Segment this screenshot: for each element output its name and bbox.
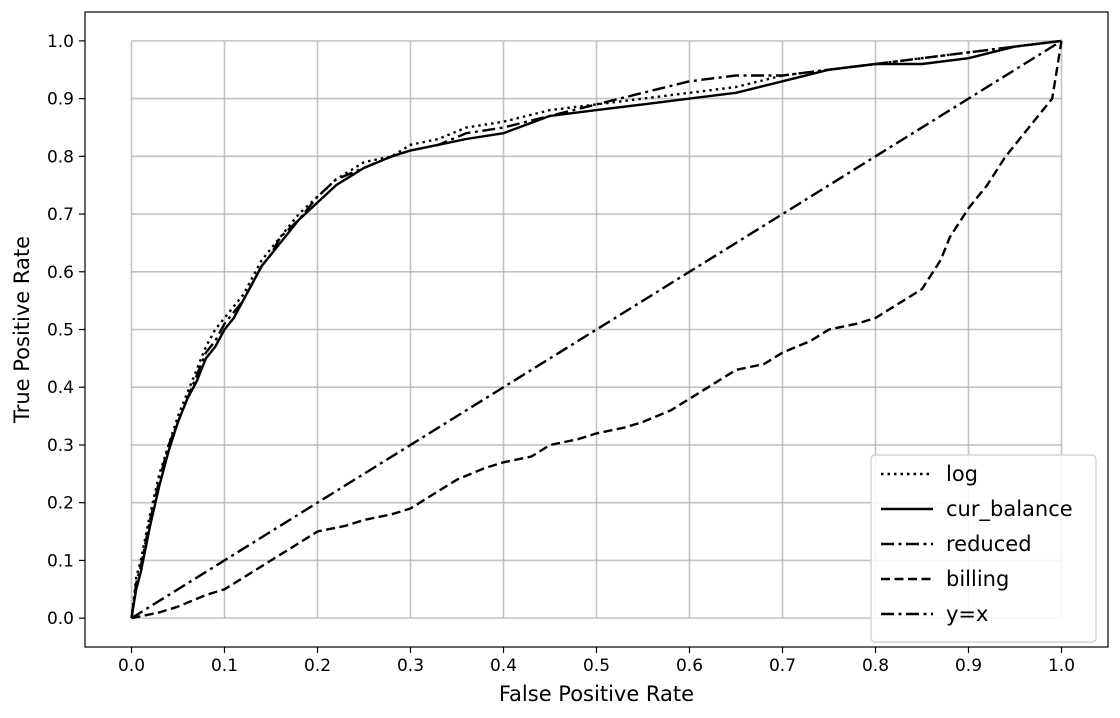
x-tick-label: 1.0	[1048, 656, 1075, 676]
x-tick-label: 0.0	[118, 656, 145, 676]
y-tick-label: 0.3	[47, 436, 74, 456]
y-tick-label: 0.5	[47, 321, 74, 341]
y-tick-label: 0.1	[47, 551, 74, 571]
y-tick-label: 0.8	[47, 147, 74, 167]
x-tick-label: 0.3	[397, 656, 424, 676]
legend-label: y=x	[946, 602, 988, 626]
x-tick-label: 0.6	[676, 656, 703, 676]
x-tick-label: 0.8	[862, 656, 889, 676]
y-tick-label: 0.4	[47, 378, 74, 398]
y-tick-label: 0.2	[47, 494, 74, 514]
x-tick-label: 0.2	[304, 656, 331, 676]
x-axis-ticks: 0.0 0.1 0.2 0.3 0.4 0.5 0.6 0.7 0.8 0.9 1.0	[118, 647, 1075, 676]
x-tick-label: 0.1	[211, 656, 238, 676]
y-axis-label: True Positive Rate	[10, 236, 34, 424]
series-group	[130, 39, 1063, 620]
legend-box	[870, 454, 1097, 643]
x-tick-label: 0.5	[583, 656, 610, 676]
legend-label: billing	[946, 567, 1009, 591]
series-line-reduced	[130, 39, 1062, 619]
y-tick-label: 0.7	[47, 205, 74, 225]
series-line-log	[130, 39, 1062, 619]
series-line-billing	[131, 40, 1063, 620]
series-line-y-x	[130, 39, 1063, 620]
y-tick-label: 1.0	[47, 32, 74, 52]
y-tick-label: 0.9	[47, 90, 74, 110]
legend-label: cur_balance	[946, 497, 1073, 522]
y-tick-label: 0.0	[47, 609, 74, 629]
legend-label: reduced	[946, 532, 1032, 556]
y-tick-label: 0.6	[47, 263, 74, 283]
legend-label: log	[946, 462, 978, 486]
x-tick-label: 0.9	[955, 656, 982, 676]
x-tick-label: 0.7	[769, 656, 796, 676]
y-axis-ticks: 0.0 0.1 0.2 0.3 0.4 0.5 0.6 0.7 0.8 0.9 1.0	[47, 32, 85, 629]
x-tick-label: 0.4	[490, 656, 517, 676]
x-axis-label: False Positive Rate	[499, 682, 694, 706]
